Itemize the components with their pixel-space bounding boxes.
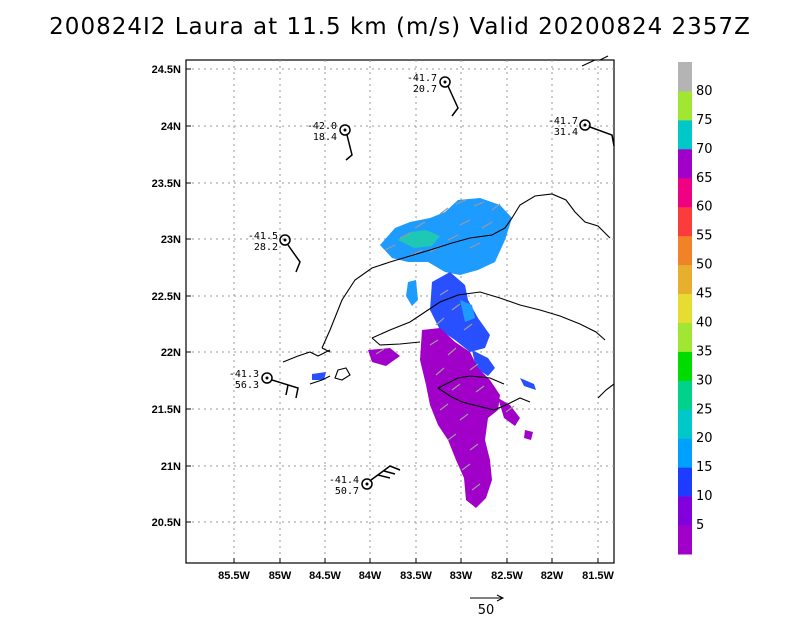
colorbar-label: 35 bbox=[696, 344, 713, 359]
station-speed: 28.2 bbox=[254, 242, 278, 253]
colorbar-segment bbox=[678, 351, 692, 381]
lat-label: 24.5N bbox=[152, 64, 181, 76]
colorbar-segment bbox=[678, 496, 692, 526]
lon-label: 81.5W bbox=[582, 570, 614, 582]
colorbar-segment bbox=[678, 293, 692, 323]
colorbar-segment bbox=[678, 148, 692, 179]
coastline bbox=[282, 55, 615, 411]
colorbar-segment bbox=[678, 264, 692, 295]
lat-label: 23N bbox=[161, 234, 181, 246]
lon-label: 85.5W bbox=[218, 570, 250, 582]
colorbar-segment bbox=[678, 177, 692, 208]
station-marker bbox=[439, 76, 459, 117]
colorbar-label: 20 bbox=[696, 431, 713, 446]
colorbar-label: 40 bbox=[696, 315, 713, 330]
lon-label: 83.5W bbox=[400, 570, 432, 582]
colorbar-segment bbox=[678, 525, 692, 555]
lat-label: 21.5N bbox=[152, 404, 181, 416]
lon-label: 84.5W bbox=[309, 570, 341, 582]
colorbar-label: 30 bbox=[696, 373, 713, 388]
lon-label: 82.5W bbox=[491, 570, 523, 582]
scale-vector-label: 50 bbox=[478, 603, 495, 618]
colorbar-label: 55 bbox=[696, 229, 713, 244]
station-temp: -42.0 bbox=[307, 121, 337, 132]
colorbar-label: 70 bbox=[696, 142, 713, 157]
colorbar-segment bbox=[678, 119, 692, 150]
colorbar-label: 65 bbox=[696, 171, 713, 186]
colorbar-segment bbox=[678, 206, 692, 237]
station-speed: 20.7 bbox=[413, 84, 437, 95]
station-marker bbox=[339, 124, 353, 161]
lon-label: 82W bbox=[541, 570, 564, 582]
colorbar-segment bbox=[678, 380, 692, 410]
lat-label: 20.5N bbox=[152, 517, 181, 529]
colorbar-segment bbox=[678, 438, 692, 468]
colorbar-label: 10 bbox=[696, 489, 713, 504]
colorbar-segment bbox=[678, 467, 692, 497]
colorbar-label: 25 bbox=[696, 402, 713, 417]
lat-label: 24N bbox=[161, 121, 181, 133]
page-title: 200824I2 Laura at 11.5 km (m/s) Valid 20… bbox=[49, 14, 751, 40]
lon-label: 85W bbox=[269, 570, 292, 582]
colorbar-label: 80 bbox=[696, 84, 713, 99]
station-speed: 56.3 bbox=[235, 380, 259, 391]
station-temp: -41.3 bbox=[229, 369, 259, 380]
colorbar-label: 45 bbox=[696, 287, 713, 302]
colorbar-labels: 5 10 15 20 25 30 35 40 45 50 55 60 65 70 75 80 bbox=[696, 84, 713, 533]
colorbar-segment bbox=[678, 90, 692, 121]
lat-label: 22N bbox=[161, 347, 181, 359]
station-speed: 50.7 bbox=[335, 486, 359, 497]
station-temp: -41.7 bbox=[407, 73, 437, 84]
lat-label: 22.5N bbox=[152, 291, 181, 303]
lat-label: 23.5N bbox=[152, 178, 181, 190]
axis-ticks bbox=[186, 68, 599, 563]
graticule bbox=[186, 60, 614, 563]
colorbar bbox=[678, 62, 692, 555]
colorbar-segment bbox=[678, 235, 692, 266]
station-temp: -41.4 bbox=[329, 475, 359, 486]
station-marker bbox=[579, 119, 615, 147]
station-marker bbox=[279, 234, 301, 273]
lon-label: 83W bbox=[450, 570, 473, 582]
station-marker bbox=[261, 372, 299, 399]
station-speed: 31.4 bbox=[554, 127, 578, 138]
map-frame bbox=[185, 59, 615, 564]
lon-label: 84W bbox=[359, 570, 382, 582]
station-temp: -41.5 bbox=[248, 231, 278, 242]
lat-label: 21N bbox=[161, 461, 181, 473]
colorbar-segment bbox=[678, 62, 692, 92]
station-marker bbox=[361, 465, 401, 490]
station-temp: -41.7 bbox=[548, 116, 578, 127]
station-speed: 18.4 bbox=[313, 132, 337, 143]
colorbar-label: 5 bbox=[696, 518, 704, 533]
colorbar-segment bbox=[678, 322, 692, 352]
wind-vectors bbox=[375, 199, 515, 491]
colorbar-label: 60 bbox=[696, 200, 713, 215]
colorbar-label: 15 bbox=[696, 460, 713, 475]
colorbar-label: 75 bbox=[696, 113, 713, 128]
station-markers bbox=[261, 76, 615, 490]
wind-speed-field bbox=[312, 198, 536, 508]
colorbar-segment bbox=[678, 409, 692, 439]
colorbar-label: 50 bbox=[696, 258, 713, 273]
scale-vector: 50 bbox=[470, 594, 505, 618]
